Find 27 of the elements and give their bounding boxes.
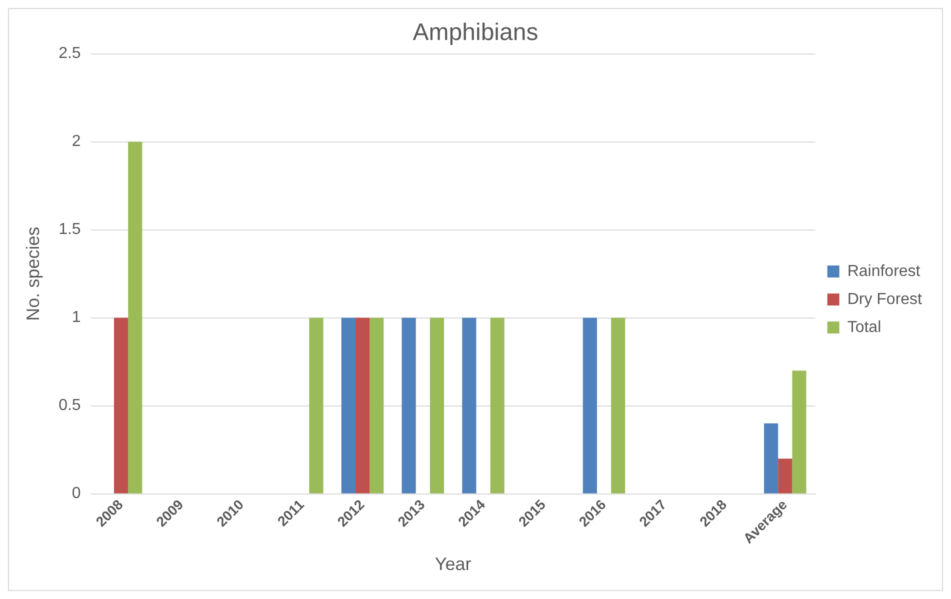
- y-tick-label: 0.5: [58, 397, 81, 414]
- bar: [355, 318, 370, 494]
- y-axis-title: No. species: [22, 226, 43, 321]
- y-tick-label: 1: [72, 309, 81, 326]
- bar: [309, 318, 324, 494]
- bar: [582, 318, 597, 494]
- legend-label: Total: [847, 318, 882, 336]
- bar: [778, 458, 792, 494]
- chart-title: Amphibians: [412, 19, 538, 46]
- bar: [370, 318, 384, 494]
- bar: [402, 318, 416, 494]
- bar: [341, 318, 356, 494]
- y-tick-label: 2.5: [58, 45, 81, 62]
- bar: [114, 318, 128, 494]
- y-tick-label: 2: [72, 133, 81, 150]
- legend-label: Rainforest: [847, 262, 921, 280]
- y-tick-label: 0: [72, 485, 81, 502]
- y-tick-label: 1.5: [58, 221, 81, 238]
- bar: [764, 423, 778, 494]
- legend-label: Dry Forest: [847, 290, 923, 308]
- x-axis-title: Year: [434, 554, 472, 574]
- bar: [462, 318, 476, 494]
- bar: [792, 370, 806, 494]
- bar: [490, 318, 504, 494]
- bar: [128, 142, 142, 494]
- bar: [611, 318, 626, 494]
- bar: [430, 318, 444, 494]
